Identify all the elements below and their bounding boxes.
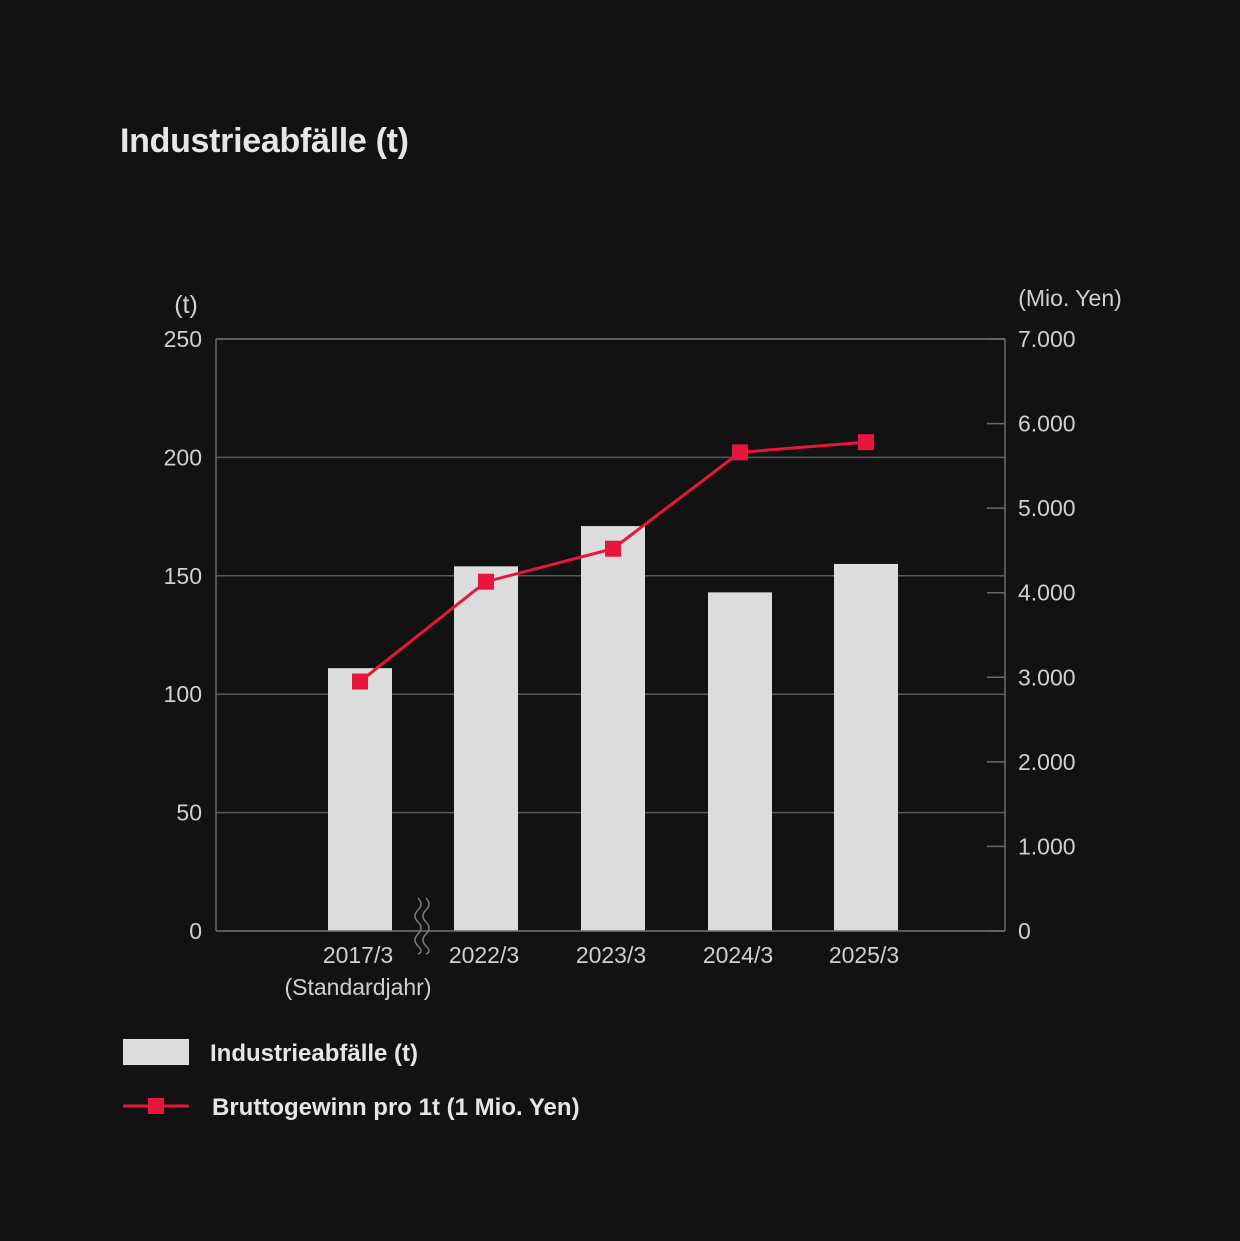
y-left-tick-label: 150 (164, 563, 202, 589)
line-marker (732, 444, 748, 461)
bar (581, 526, 645, 931)
x-tick-label: 2025/3 (829, 942, 899, 968)
y-left-tick-label: 100 (164, 681, 202, 707)
bar (834, 563, 898, 931)
x-tick-label: 2023/3 (576, 942, 646, 968)
x-tick-label: 2017/3 (323, 942, 393, 968)
legend-bar-label: Industrieabfälle (t) (210, 1040, 418, 1067)
legend-bar-swatch (123, 1039, 189, 1065)
x-tick-label: 2024/3 (703, 942, 773, 968)
y-left-tick-label: 200 (164, 444, 202, 470)
legend-line-marker (148, 1098, 164, 1114)
chart-title: Industrieabfälle (t) (120, 122, 409, 160)
line-marker (352, 673, 368, 690)
y-right-tick-label: 5.000 (1018, 495, 1076, 521)
bar (454, 566, 518, 931)
line-marker (858, 434, 874, 451)
y-right-tick-label: 2.000 (1018, 749, 1076, 775)
y-right-tick-label: 6.000 (1018, 411, 1076, 437)
y-left-tick-label: 250 (164, 326, 202, 352)
legend: Industrieabfälle (t) Bruttogewinn pro 1t … (123, 1039, 580, 1121)
x-tick-label: 2022/3 (449, 942, 519, 968)
y-left-tick-label: 50 (176, 800, 202, 826)
line-marker (478, 573, 494, 590)
y-left-tick-label: 0 (189, 918, 202, 944)
line-series (352, 434, 874, 690)
y-left-unit: (t) (174, 291, 198, 319)
y-right-tick-label: 4.000 (1018, 580, 1076, 606)
axis-break-mark (414, 897, 422, 955)
x-tick-sublabel: (Standardjahr) (284, 974, 431, 1000)
y-right-tick-label: 7.000 (1018, 326, 1076, 352)
axes: 0 50 100 150 200 250 0 1.000 2.000 3.000 4.000 5.00… (164, 285, 1122, 1000)
bar (708, 592, 772, 931)
y-right-tick-label: 0 (1018, 918, 1031, 944)
y-right-tick-label: 1.000 (1018, 833, 1076, 859)
bar (328, 668, 392, 931)
axis-break-mark (422, 897, 430, 955)
line-marker (605, 540, 621, 557)
legend-line-label: Bruttogewinn pro 1t (1 Mio. Yen) (212, 1094, 580, 1121)
y-right-unit: (Mio. Yen) (1018, 285, 1122, 311)
bar-series (328, 526, 898, 931)
y-right-tick-label: 3.000 (1018, 664, 1076, 690)
